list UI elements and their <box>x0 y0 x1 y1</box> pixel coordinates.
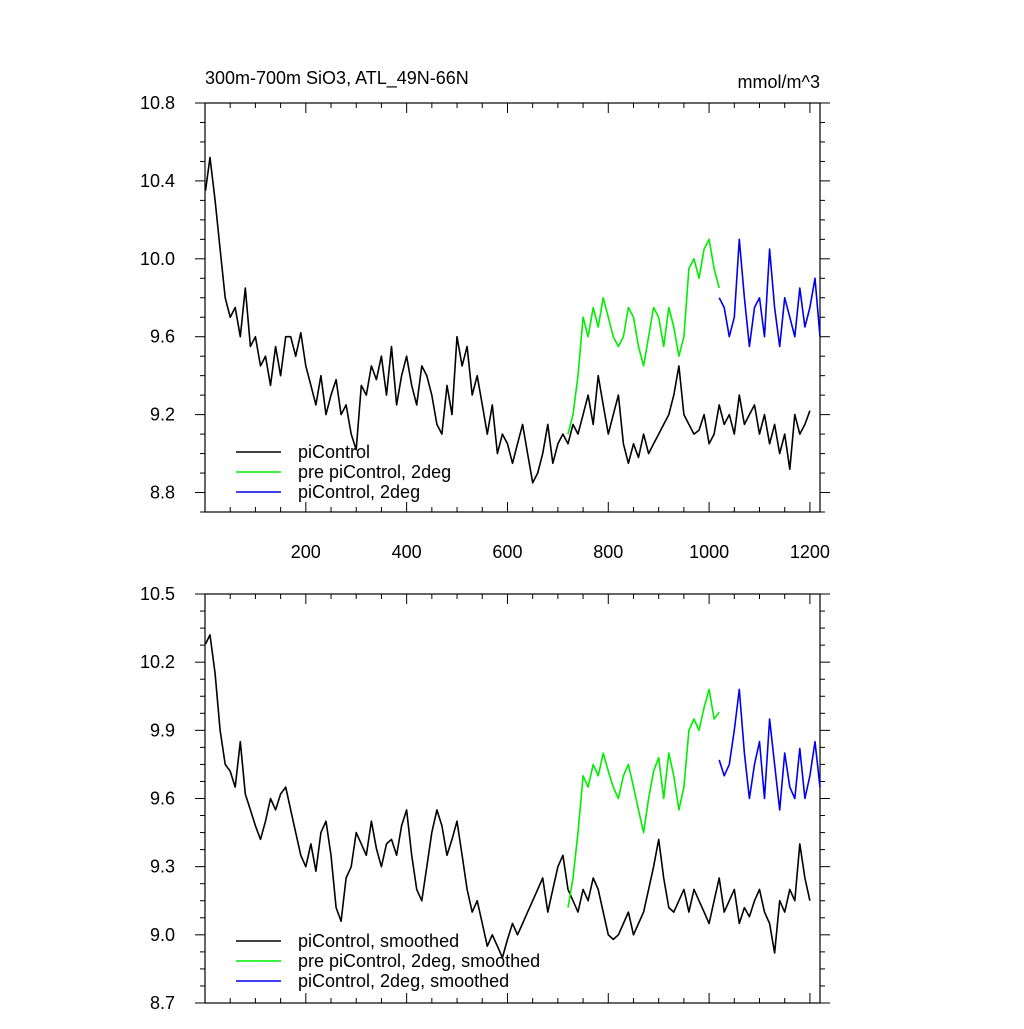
x-tick-label: 1200 <box>790 542 830 562</box>
y-tick-label: 9.6 <box>150 327 175 347</box>
y-tick-label: 9.3 <box>150 857 175 877</box>
y-tick-label: 10.0 <box>140 249 175 269</box>
y-tick-label: 10.5 <box>140 584 175 604</box>
x-tick-label: 400 <box>392 542 422 562</box>
y-tick-label: 9.6 <box>150 789 175 809</box>
series-line <box>567 238 720 435</box>
y-tick-label: 9.0 <box>150 925 175 945</box>
x-tick-label: 200 <box>291 542 321 562</box>
chart-title: 300m-700m SiO3, ATL_49N-66N <box>205 68 469 89</box>
x-tick-label: 1000 <box>689 542 729 562</box>
legend-label: pre piControl, 2deg, smoothed <box>298 951 540 971</box>
top-panel: 300m-700m SiO3, ATL_49N-66N mmol/m^3 200… <box>140 68 830 562</box>
legend-label: piControl <box>298 442 370 462</box>
y-tick-label: 9.9 <box>150 720 175 740</box>
plot-frame <box>204 102 821 513</box>
bottom-panel: 8.7 9.0 9.3 9.6 9.9 10.2 10.5 piControl, smooth… <box>140 584 830 1013</box>
y-tick-label: 10.2 <box>140 652 175 672</box>
y-tick-label: 8.8 <box>150 483 175 503</box>
x-tick-label: 800 <box>593 542 623 562</box>
series-line <box>204 156 811 484</box>
x-tick-label: 600 <box>492 542 522 562</box>
series-line <box>718 238 821 348</box>
y-tick-label: 9.2 <box>150 405 175 425</box>
legend-label: piControl, smoothed <box>298 931 459 951</box>
legend-label: piControl, 2deg <box>298 482 420 502</box>
legend-label: pre piControl, 2deg <box>298 462 451 482</box>
series-line <box>204 634 811 959</box>
series-line <box>718 688 821 811</box>
units-label: mmol/m^3 <box>738 72 820 92</box>
y-tick-label: 10.8 <box>140 93 175 113</box>
series-line <box>567 688 720 908</box>
y-tick-label: 10.4 <box>140 171 175 191</box>
y-tick-label: 8.7 <box>150 993 175 1013</box>
legend-label: piControl, 2deg, smoothed <box>298 971 509 991</box>
